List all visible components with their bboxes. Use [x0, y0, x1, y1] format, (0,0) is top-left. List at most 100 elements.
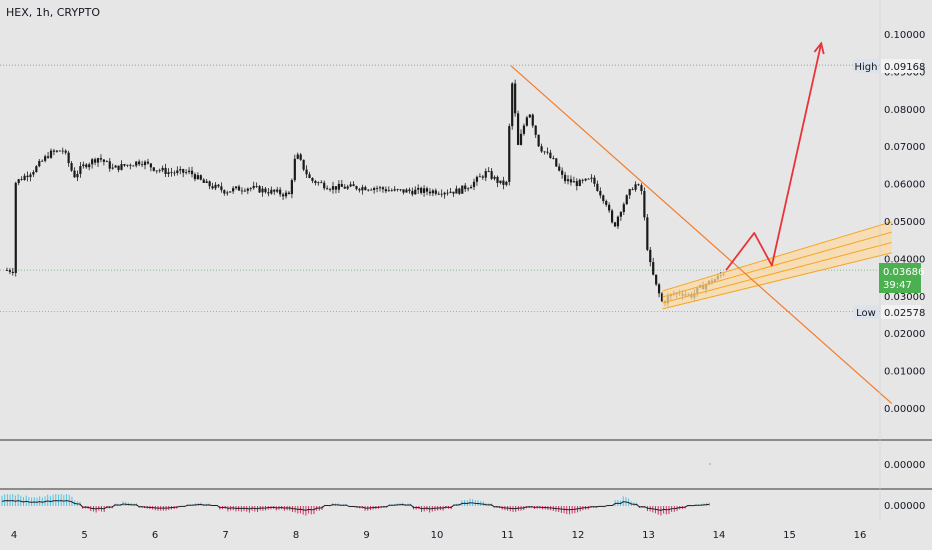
candle-body	[549, 152, 552, 159]
candle-body	[649, 249, 652, 263]
candle-body	[11, 271, 14, 273]
price-tick-label: 0.08000	[884, 105, 925, 116]
candle-body	[179, 169, 182, 171]
candle-body	[223, 190, 226, 194]
candle-body	[599, 190, 602, 196]
candle-body	[640, 185, 643, 192]
price-axis[interactable]: 0.100000.090000.080000.070000.060000.050…	[884, 30, 925, 415]
candle-body	[540, 146, 543, 152]
candle-body	[249, 188, 252, 189]
candle-body	[455, 188, 458, 194]
candle-body	[608, 204, 611, 211]
candle-body	[631, 189, 634, 190]
candle-body	[593, 177, 596, 184]
candle-body	[305, 169, 308, 175]
candle-body	[161, 167, 164, 171]
high-value: 0.09168	[884, 62, 925, 73]
candle-body	[481, 176, 484, 178]
candle-body	[514, 83, 517, 114]
channel-line	[662, 252, 892, 310]
candle-body	[399, 189, 402, 191]
candle-body	[326, 188, 329, 190]
candle-body	[425, 188, 429, 192]
time-tick-label: 14	[713, 530, 726, 541]
projection-path	[725, 43, 823, 271]
candle-body	[417, 187, 420, 190]
candle-body	[276, 189, 279, 192]
candle-body	[572, 181, 575, 183]
candle-body	[358, 189, 361, 191]
time-tick-label: 12	[572, 530, 585, 541]
candle-body	[555, 158, 558, 167]
candle-body	[311, 177, 314, 181]
price-tick-label: 0.03000	[884, 292, 925, 303]
candle-body	[537, 134, 540, 147]
candle-body	[140, 164, 144, 166]
candle-body	[126, 164, 129, 166]
candle-body	[396, 189, 399, 190]
projection-arrowhead	[813, 41, 825, 55]
candle-body	[349, 184, 352, 187]
candle-body	[323, 182, 326, 189]
candle-body	[420, 187, 423, 193]
candle-body	[164, 167, 167, 175]
candle-body	[211, 186, 214, 189]
candle-body	[199, 175, 202, 180]
candle-body	[146, 161, 150, 164]
candle-body	[170, 172, 173, 174]
candle-body	[340, 184, 343, 187]
candle-body	[602, 195, 605, 201]
candle-body	[281, 194, 285, 197]
candle-body	[505, 181, 508, 185]
candle-body	[317, 182, 320, 184]
candle-body	[528, 114, 531, 118]
candle-body	[302, 159, 305, 170]
time-axis[interactable]: 4 5 6 7 8 9 10 11 12 13 14 15 16	[11, 530, 867, 541]
candle-body	[552, 158, 555, 159]
candle-body	[91, 159, 94, 165]
candle-body	[252, 185, 255, 189]
last-price-box	[879, 263, 921, 293]
candle-body	[531, 114, 534, 126]
time-tick-label: 11	[501, 530, 514, 541]
candle-body	[469, 186, 473, 189]
candle-body	[226, 192, 229, 194]
candle-body	[26, 175, 29, 178]
price-tick-label: 0.07000	[884, 142, 925, 153]
candle-body	[41, 160, 44, 162]
candle-body	[132, 165, 135, 167]
candle-body	[655, 274, 658, 285]
candle-body	[35, 166, 38, 172]
candle-body	[108, 161, 111, 169]
candle-body	[296, 154, 299, 159]
candle-body	[328, 189, 332, 191]
candle-body	[290, 180, 293, 195]
chart-drawings[interactable]	[510, 41, 893, 404]
candle-body	[616, 216, 620, 227]
candle-body	[431, 190, 434, 194]
time-tick-label: 5	[81, 530, 87, 541]
candle-body	[158, 170, 161, 172]
candle-body	[293, 158, 296, 181]
candle-body	[185, 172, 188, 173]
price-tick-label: 0.02000	[884, 329, 925, 340]
candle-body	[320, 182, 323, 184]
candle-body	[543, 151, 546, 153]
indicator-pane-2-value: 0.00000	[884, 501, 925, 512]
candle-body	[637, 184, 640, 186]
candle-body	[193, 174, 197, 180]
candle-body	[414, 189, 417, 195]
candle-body	[135, 161, 138, 166]
price-tick-label: 0.04000	[884, 254, 925, 265]
candle-body	[105, 161, 108, 163]
channel-line	[662, 241, 892, 304]
candle-body	[422, 188, 426, 193]
candle-body	[217, 184, 220, 187]
candle-body	[117, 165, 120, 170]
candle-body	[346, 186, 349, 189]
candle-body	[129, 164, 132, 166]
low-label-box	[853, 305, 879, 319]
candle-body	[378, 187, 382, 189]
candle-body	[449, 191, 452, 193]
